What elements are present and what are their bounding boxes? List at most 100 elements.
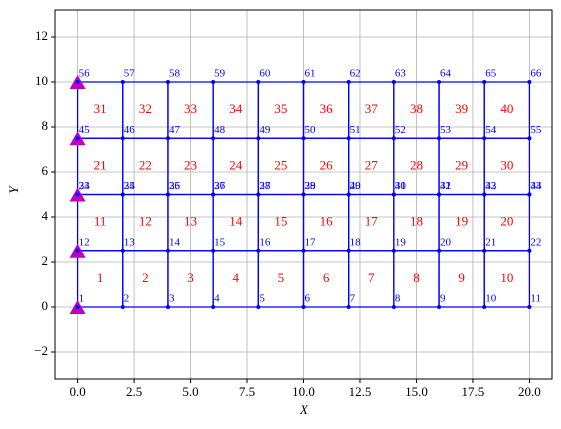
element-label: 25 bbox=[274, 157, 287, 172]
element-label: 33 bbox=[184, 101, 197, 116]
node-label: 43 bbox=[485, 180, 497, 192]
element-label: 37 bbox=[365, 101, 379, 116]
x-tick-label: 20.0 bbox=[518, 384, 541, 399]
node bbox=[256, 305, 261, 309]
node-label: 12 bbox=[79, 236, 90, 248]
node-label: 30 bbox=[395, 180, 407, 192]
node bbox=[256, 80, 261, 84]
node bbox=[75, 80, 80, 84]
element-label: 6 bbox=[323, 270, 330, 285]
element-label: 2 bbox=[142, 270, 149, 285]
node bbox=[165, 80, 170, 84]
element-label: 40 bbox=[500, 101, 513, 116]
element-label: 31 bbox=[94, 101, 107, 116]
node bbox=[482, 248, 487, 253]
node-label: 10 bbox=[485, 293, 497, 305]
node-label: 44 bbox=[530, 180, 542, 192]
node bbox=[346, 80, 351, 84]
y-tick-label: 4 bbox=[42, 208, 49, 223]
x-tick-label: 12.5 bbox=[349, 384, 372, 399]
node bbox=[120, 80, 125, 84]
element-label: 32 bbox=[139, 101, 152, 116]
node bbox=[527, 248, 532, 253]
node bbox=[301, 305, 306, 309]
element-label: 26 bbox=[320, 157, 334, 172]
element-label: 21 bbox=[94, 157, 107, 172]
y-tick-label: 10 bbox=[35, 73, 48, 88]
node bbox=[346, 248, 351, 253]
node bbox=[256, 192, 261, 197]
node bbox=[211, 136, 216, 141]
element-label: 17 bbox=[365, 214, 379, 229]
node-label: 46 bbox=[124, 124, 136, 136]
element-label: 9 bbox=[458, 270, 465, 285]
node bbox=[437, 80, 442, 84]
node-label: 40 bbox=[350, 180, 362, 192]
element-label: 12 bbox=[139, 214, 152, 229]
plot-frame bbox=[54, 9, 553, 380]
node-label: 66 bbox=[530, 68, 542, 80]
y-tick-label: 8 bbox=[42, 118, 49, 133]
node bbox=[527, 192, 532, 197]
node bbox=[482, 192, 487, 197]
node bbox=[437, 192, 442, 197]
x-axis-label: X bbox=[299, 402, 309, 417]
node-label: 15 bbox=[214, 236, 226, 248]
node bbox=[301, 136, 306, 141]
node-label: 38 bbox=[259, 180, 271, 192]
node-label: 45 bbox=[79, 124, 91, 136]
node bbox=[75, 136, 80, 141]
node-label: 1 bbox=[79, 293, 85, 305]
node bbox=[391, 305, 396, 309]
element-label: 27 bbox=[365, 157, 379, 172]
node-label: 42 bbox=[440, 180, 451, 192]
x-tick-label: 5.0 bbox=[182, 384, 198, 399]
node-label: 24 bbox=[124, 180, 136, 192]
node bbox=[346, 136, 351, 141]
x-tick-label: 2.5 bbox=[126, 384, 142, 399]
element-label: 1 bbox=[97, 270, 104, 285]
node bbox=[301, 192, 306, 197]
node-label: 26 bbox=[214, 180, 226, 192]
node-label: 54 bbox=[485, 124, 497, 136]
node-label: 25 bbox=[169, 180, 181, 192]
node-label: 57 bbox=[124, 68, 136, 80]
element-label: 24 bbox=[229, 157, 243, 172]
node-label: 8 bbox=[395, 293, 401, 305]
node bbox=[301, 248, 306, 253]
node bbox=[120, 192, 125, 197]
node bbox=[120, 248, 125, 253]
node bbox=[165, 136, 170, 141]
node bbox=[482, 136, 487, 141]
element-label: 30 bbox=[500, 157, 513, 172]
element-label: 39 bbox=[455, 101, 468, 116]
x-tick-label: 0.0 bbox=[69, 384, 85, 399]
element-label: 19 bbox=[455, 214, 468, 229]
node-label: 22 bbox=[530, 236, 541, 248]
node bbox=[75, 305, 80, 309]
element-label: 5 bbox=[278, 270, 285, 285]
node bbox=[391, 80, 396, 84]
element-label: 35 bbox=[274, 101, 287, 116]
node-label: 21 bbox=[485, 236, 496, 248]
element-label: 16 bbox=[320, 214, 334, 229]
node bbox=[437, 248, 442, 253]
node-label: 28 bbox=[305, 180, 317, 192]
node-label: 62 bbox=[350, 68, 361, 80]
node-label: 14 bbox=[169, 236, 181, 248]
y-tick-label: 12 bbox=[35, 28, 48, 43]
node bbox=[256, 248, 261, 253]
node-label: 61 bbox=[305, 68, 316, 80]
element-label: 22 bbox=[139, 157, 152, 172]
node bbox=[120, 136, 125, 141]
node bbox=[75, 248, 80, 253]
node-label: 3 bbox=[169, 293, 175, 305]
node bbox=[346, 192, 351, 197]
node-label: 37 bbox=[214, 180, 226, 192]
y-tick-label: 2 bbox=[42, 253, 49, 268]
node bbox=[437, 305, 442, 309]
node-label: 19 bbox=[395, 236, 407, 248]
node-label: 32 bbox=[485, 180, 496, 192]
node-label: 11 bbox=[530, 293, 541, 305]
